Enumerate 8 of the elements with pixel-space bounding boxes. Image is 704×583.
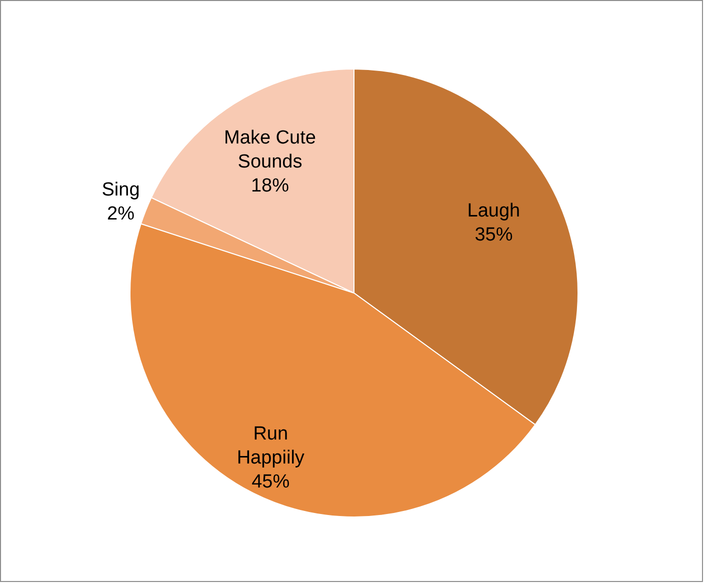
data-label: 18% [250,175,290,196]
data-label: 2% [107,203,135,224]
slice-label: Make Cute Sounds [224,127,316,172]
slice-label: Sing [102,179,140,200]
data-label: 35% [474,224,513,246]
data-label: 45% [252,471,290,492]
slice-label: Run Happiily [236,423,305,468]
slice-label: Laugh [467,200,520,222]
